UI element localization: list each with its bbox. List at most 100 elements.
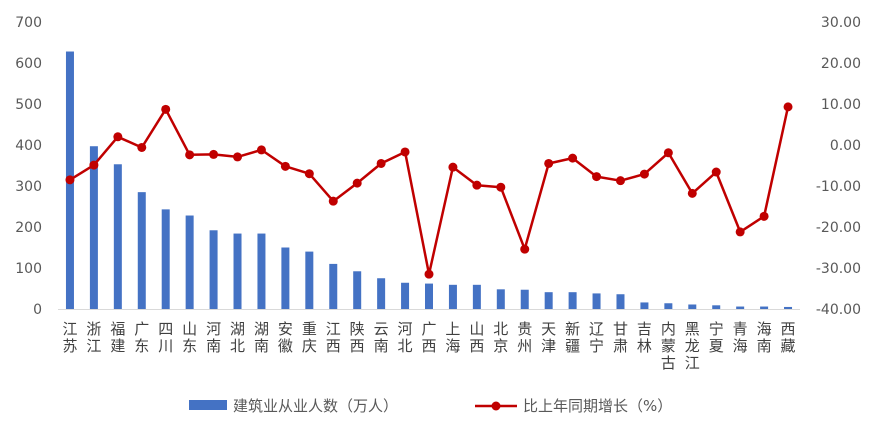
line-point [328,196,338,206]
bar [209,230,218,309]
category-label: 海南 [757,320,772,355]
category-label: 云南 [374,320,389,355]
bar [568,292,577,309]
line-point [520,244,530,254]
right-tick-label: -10.00 [816,179,861,195]
category-label: 天津 [541,320,556,355]
category-label: 内蒙古 [661,320,676,372]
category-label: 河北 [398,320,413,355]
category-label: 河南 [206,320,221,355]
bar [113,164,122,309]
line-point [663,148,673,158]
left-tick-label: 100 [15,261,42,277]
category-label: 浙江 [86,320,101,355]
category-label: 黑龙江 [685,320,700,372]
left-tick-label: 0 [33,302,42,318]
legend-line-marker [491,401,501,411]
category-label: 福建 [110,320,125,355]
line-point [161,104,171,114]
category-label: 吉林 [637,320,652,355]
category-label: 广东 [134,320,149,355]
bar [305,251,314,309]
line-point [687,188,697,198]
line-point [615,176,625,186]
category-label: 江苏 [62,320,77,355]
bar [640,302,649,309]
line-point [639,169,649,179]
line-point [544,158,554,168]
line-point [233,152,243,162]
bar [185,215,194,309]
category-label: 山西 [469,320,484,355]
category-label: 陕西 [350,320,365,355]
bar [329,263,338,309]
category-label: 上海 [445,320,460,355]
line-point [400,147,410,157]
line-point [256,145,266,155]
legend-bar-label: 建筑业从业人数（万人） [233,397,398,415]
bar [688,304,697,309]
right-tick-label: 20.00 [821,56,861,72]
category-label: 安徽 [278,320,293,355]
bar [425,283,433,309]
category-label: 山东 [182,320,197,355]
line-point [89,160,99,170]
bar [137,192,146,309]
category-label: 甘肃 [613,320,628,355]
bar [257,233,266,309]
line-point [352,178,362,188]
category-label: 青海 [733,320,748,355]
line-point [783,102,793,112]
line-point [759,211,769,221]
bar [496,289,505,309]
bar [448,284,457,309]
right-tick-label: -30.00 [816,261,861,277]
bar [353,271,362,309]
line-point [711,167,721,177]
line-point [568,153,578,163]
line-point [185,150,195,160]
line-point [592,172,602,182]
category-label: 四川 [158,320,173,355]
left-tick-label: 300 [15,179,42,195]
category-label: 辽宁 [589,320,604,355]
bar [616,294,625,309]
category-label: 广西 [421,320,436,355]
line-point [376,158,386,168]
line-point [424,269,434,279]
line-point [209,149,219,159]
line-point [472,180,482,190]
line-point [65,175,75,185]
right-axis-ticks: -40.00 -30.00 -20.00 -10.00 0.00 10.00 20.00 30… [816,15,861,318]
bar [161,209,170,309]
category-label: 湖北 [230,320,245,355]
line-series [65,102,793,279]
bar [472,284,481,309]
line-point [113,132,123,142]
bar [712,305,721,309]
category-label: 西藏 [781,320,796,355]
bar [784,306,793,309]
category-labels: 江苏浙江福建广东四川山东河南湖北湖南安徽重庆江西陕西云南河北广西上海山西北京贵州… [62,320,795,372]
left-tick-label: 500 [15,97,42,113]
left-tick-label: 200 [15,220,42,236]
line-point [448,162,458,172]
bar [89,146,98,309]
category-label: 湖南 [254,320,269,355]
legend-bar-swatch [189,400,227,410]
right-tick-label: -20.00 [816,220,861,236]
growth-line [69,106,790,276]
category-label: 重庆 [302,320,317,355]
category-label: 新疆 [565,320,580,355]
line-point [304,169,314,179]
left-tick-label: 700 [15,15,42,31]
category-label: 江西 [326,320,341,355]
category-label: 宁夏 [709,320,724,355]
right-tick-label: 0.00 [830,138,861,154]
category-label: 北京 [493,320,508,355]
line-point [735,227,745,237]
bar [377,278,386,309]
bar [233,233,242,309]
